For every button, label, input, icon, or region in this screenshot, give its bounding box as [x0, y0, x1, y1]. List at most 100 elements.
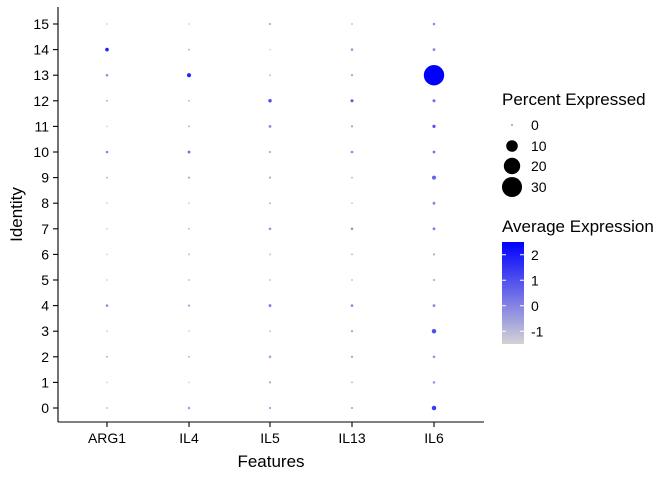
size-legend-label: 0: [531, 117, 539, 133]
size-legend-dot: [501, 176, 523, 198]
dot-il6-13: [423, 65, 445, 86]
dot-il4-8: [188, 202, 190, 205]
dot-il6-6: [432, 253, 436, 256]
dot-il6-11: [432, 124, 436, 129]
y-tick-label: 0: [41, 400, 49, 416]
dot-il4-3: [188, 330, 190, 333]
dot-il6-15: [432, 22, 436, 26]
dot-il6-7: [432, 227, 436, 231]
color-legend-bar: [502, 242, 524, 344]
y-tick-label: 9: [41, 170, 49, 186]
y-tick-label: 12: [33, 93, 49, 109]
size-legend-title: Percent Expressed: [502, 90, 646, 109]
y-tick-label: 4: [41, 298, 49, 314]
dot-il13-4: [350, 304, 354, 307]
dot-il13-8: [351, 202, 353, 205]
y-tick-label: 2: [41, 349, 49, 365]
dot-arg1-12: [106, 99, 108, 102]
dot-arg1-6: [106, 253, 108, 256]
dot-il4-13: [186, 73, 192, 78]
dot-il6-5: [432, 278, 436, 282]
y-tick-label: 15: [33, 16, 49, 32]
dot-il6-10: [432, 150, 436, 154]
y-tick-label: 3: [41, 323, 49, 339]
dot-il5-15: [268, 22, 272, 26]
dot-il6-1: [432, 381, 436, 384]
color-legend-title: Average Expression: [502, 217, 654, 236]
size-legend-dot: [506, 140, 518, 152]
dot-il5-6: [269, 253, 271, 256]
dot-il13-14: [350, 48, 354, 51]
dot-il6-12: [432, 99, 436, 103]
y-tick-label: 11: [34, 118, 49, 134]
dot-il5-11: [268, 124, 272, 128]
dot-arg1-5: [106, 279, 108, 281]
color-legend-label: 0: [531, 298, 539, 314]
dot-il13-11: [350, 125, 354, 128]
dot-il5-2: [268, 355, 272, 359]
x-axis-title: Features: [237, 452, 304, 471]
x-tick-label: IL6: [424, 430, 444, 446]
size-legend: Percent Expressed 0 10 20 30: [501, 90, 646, 198]
dot-arg1-8: [106, 202, 108, 205]
dot-il13-1: [351, 381, 353, 384]
dot-arg1-4: [105, 304, 109, 307]
dot-arg1-10: [105, 150, 109, 154]
x-tick-label: IL5: [260, 430, 280, 446]
dot-il4-9: [187, 176, 191, 179]
dot-arg1-11: [106, 125, 108, 128]
dot-il5-12: [268, 99, 272, 103]
x-tick-label: ARG1: [88, 430, 126, 446]
color-legend-label: 2: [531, 247, 539, 263]
dot-il4-4: [187, 304, 191, 307]
color-legend-label: 1: [531, 272, 539, 288]
y-tick-label: 5: [41, 272, 49, 288]
y-tick-label: 14: [33, 42, 49, 58]
dot-il13-9: [351, 176, 353, 179]
dot-arg1-3: [106, 330, 108, 333]
color-legend-label: -1: [531, 323, 544, 339]
dot-il13-6: [351, 253, 353, 256]
size-legend-dot: [511, 124, 513, 126]
size-legend-label: 20: [531, 158, 547, 174]
dots-layer: [105, 22, 445, 411]
dot-arg1-9: [106, 176, 108, 179]
size-legend-dot: [503, 157, 521, 175]
dot-arg1-14: [105, 47, 109, 52]
dot-il4-11: [188, 125, 190, 128]
dot-il4-15: [188, 23, 190, 25]
dot-il6-9: [431, 175, 437, 180]
dot-il4-1: [188, 381, 190, 384]
x-axis-ticks: ARG1 IL4 IL5 IL13 IL6: [88, 422, 444, 446]
dot-il13-13: [350, 74, 354, 77]
dot-il6-0: [431, 405, 437, 411]
dot-il5-14: [269, 48, 271, 51]
dot-il5-10: [268, 150, 272, 154]
dot-il4-0: [187, 406, 191, 410]
dot-il6-4: [432, 304, 436, 308]
dot-il6-3: [431, 328, 437, 334]
dot-il4-14: [188, 48, 190, 51]
dot-il4-10: [187, 150, 191, 154]
dot-il6-8: [432, 201, 436, 205]
dot-il4-5: [188, 279, 190, 281]
dot-il4-2: [188, 355, 190, 358]
dot-il4-6: [188, 253, 190, 256]
y-tick-label: 10: [33, 144, 49, 160]
y-tick-label: 13: [33, 67, 49, 83]
color-legend: Average Expression 2 1 0 -1: [502, 217, 654, 344]
y-tick-label: 8: [41, 195, 49, 211]
dot-il13-15: [351, 23, 353, 25]
dot-arg1-0: [106, 407, 108, 409]
dot-arg1-1: [106, 381, 108, 384]
dot-arg1-2: [106, 355, 108, 358]
y-axis-title: Identity: [7, 187, 26, 242]
dot-arg1-13: [105, 73, 109, 77]
dot-il5-8: [269, 202, 271, 205]
x-tick-label: IL4: [179, 430, 199, 446]
size-legend-label: 10: [531, 138, 547, 154]
dot-il13-10: [350, 150, 354, 154]
dot-il5-0: [268, 406, 272, 410]
dot-arg1-15: [106, 23, 108, 25]
